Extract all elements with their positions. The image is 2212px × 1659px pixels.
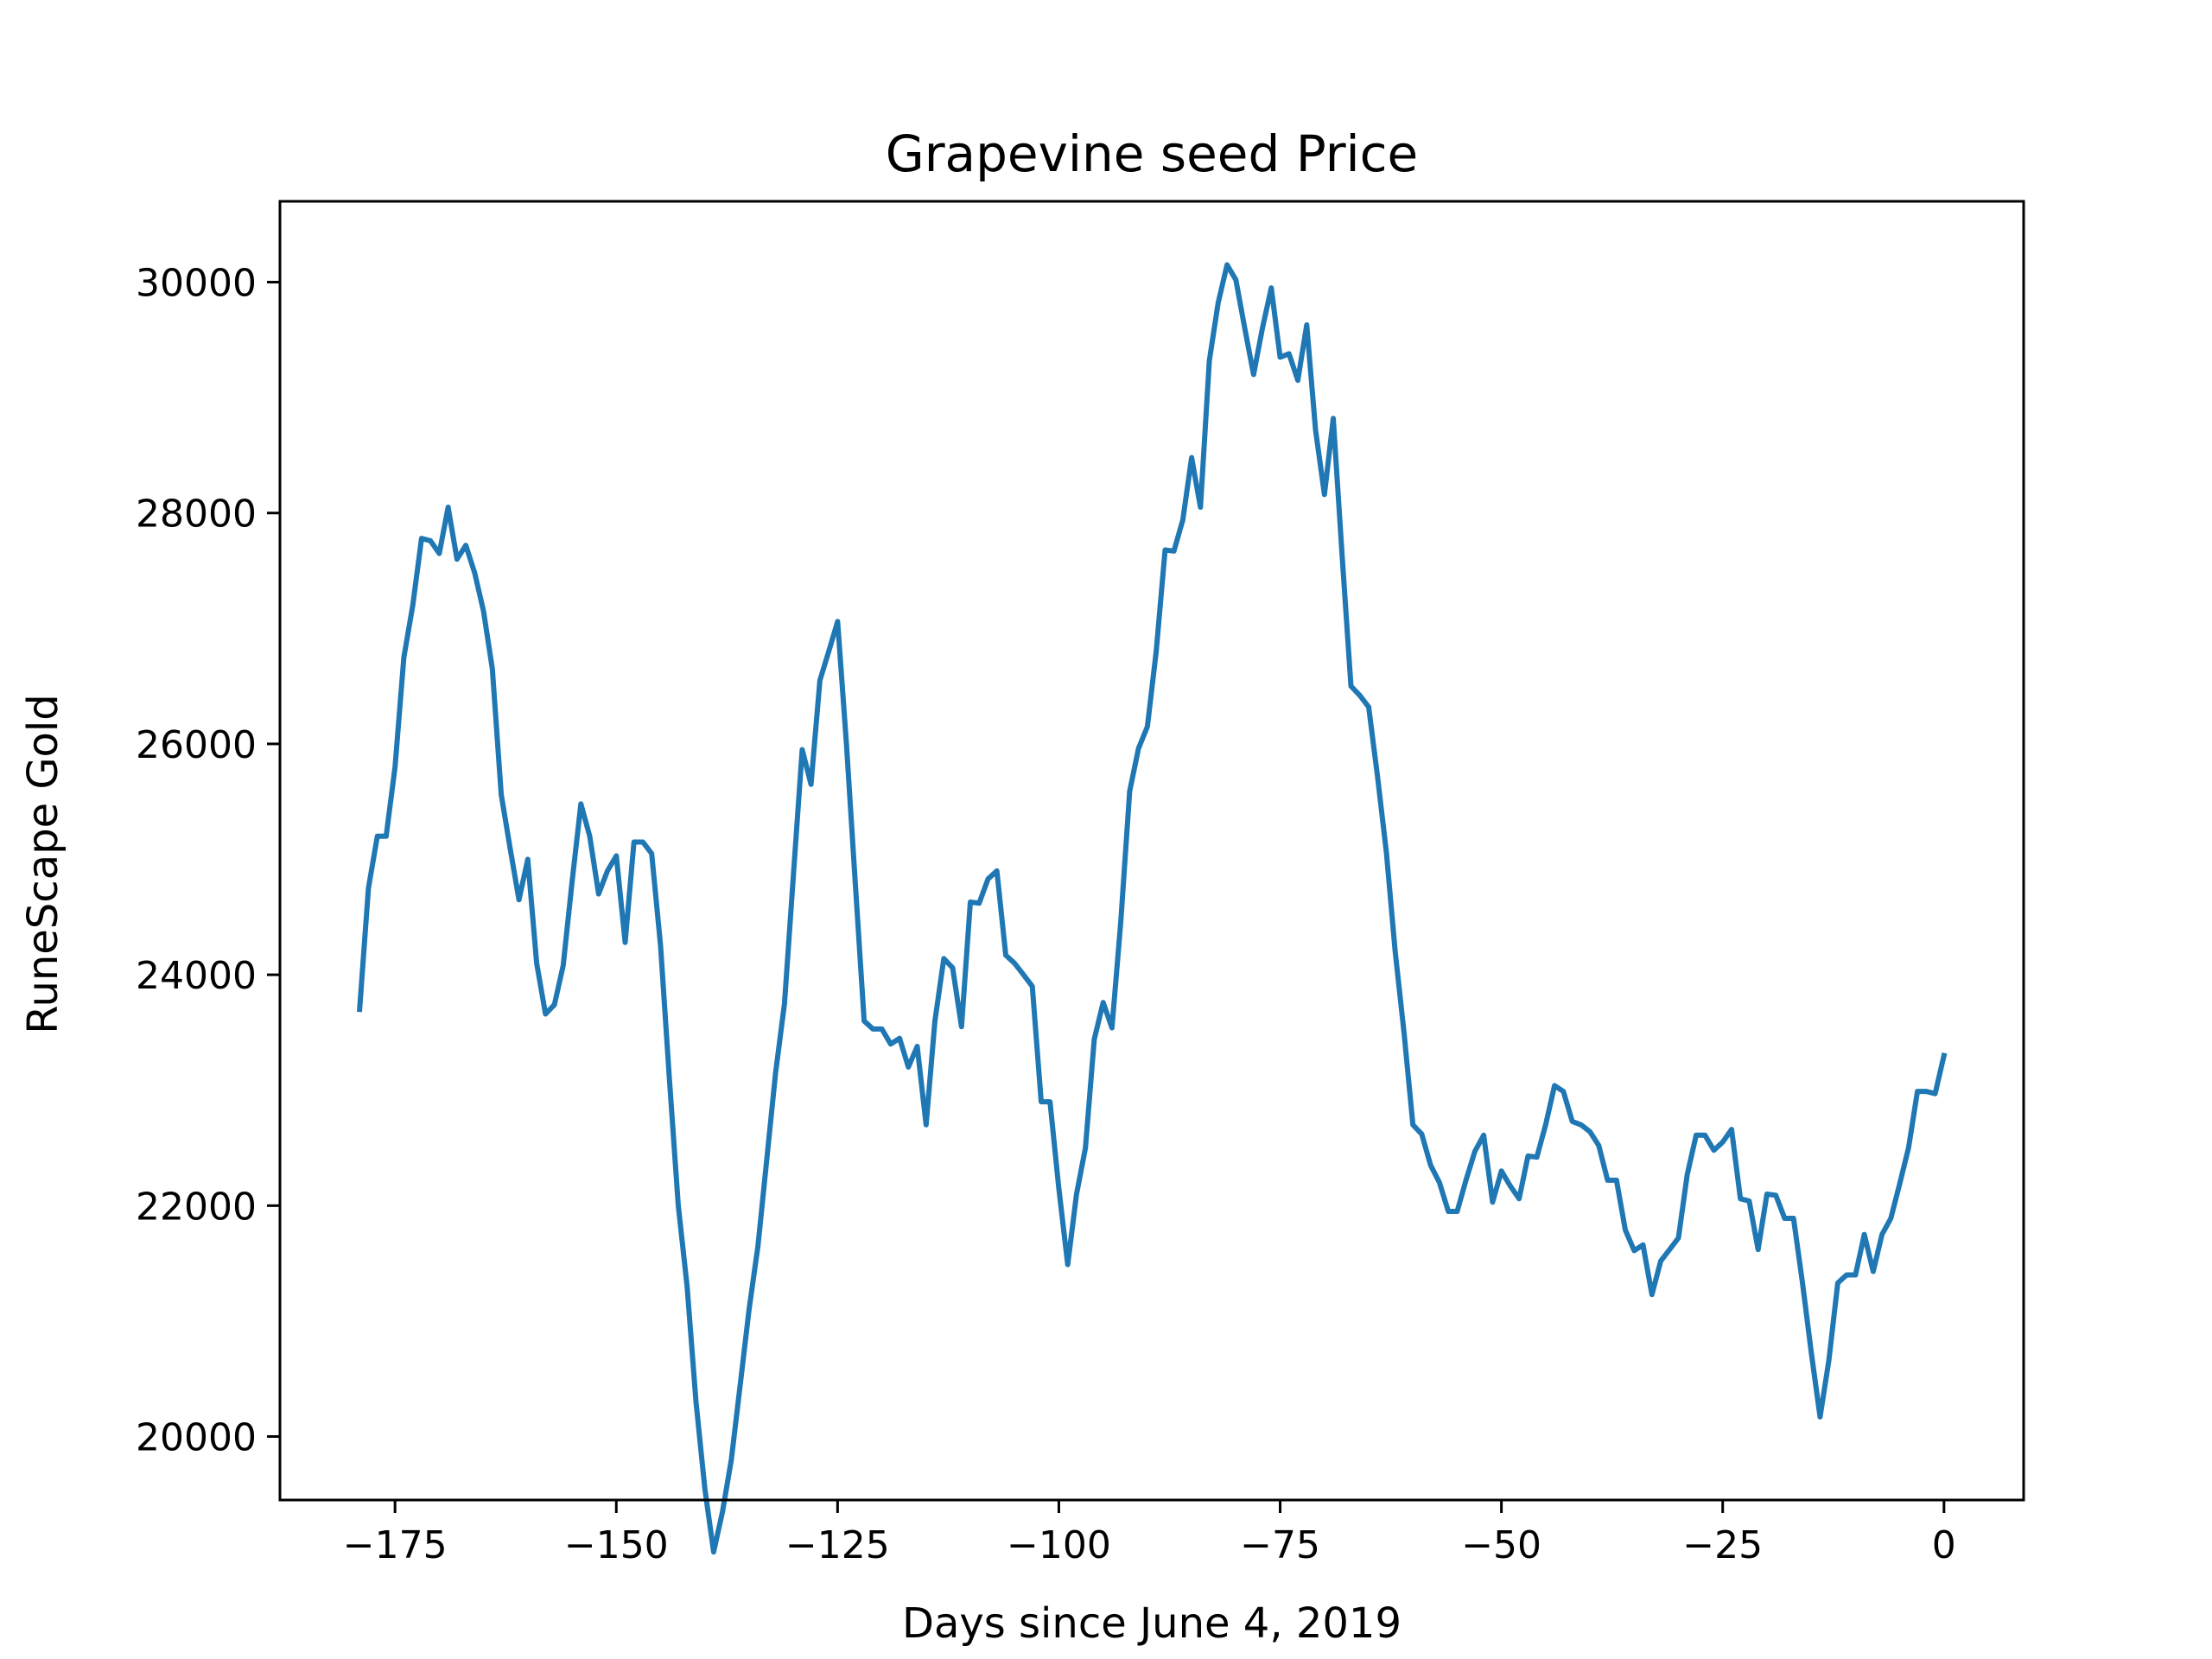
x-tick-label: 0 xyxy=(1932,1523,1956,1567)
x-axis: −175 −150 −125 −100 −75 −50 −25 0 xyxy=(343,1500,1956,1567)
y-axis: 20000 22000 24000 26000 28000 30000 xyxy=(136,262,280,1460)
x-tick-label: −150 xyxy=(564,1523,669,1567)
y-tick-label: 26000 xyxy=(136,723,257,767)
y-tick-label: 22000 xyxy=(136,1185,257,1229)
chart-title: Grapevine seed Price xyxy=(886,124,1418,183)
x-tick-label: −125 xyxy=(785,1523,890,1567)
x-tick-label: −25 xyxy=(1682,1523,1763,1567)
y-tick-label: 30000 xyxy=(136,262,257,306)
x-tick-label: −100 xyxy=(1007,1523,1111,1567)
y-tick-label: 24000 xyxy=(136,954,257,998)
y-axis-title: RuneScape Gold xyxy=(19,694,67,1033)
y-tick-label: 28000 xyxy=(136,493,257,537)
x-tick-label: −75 xyxy=(1240,1523,1320,1567)
x-tick-label: −50 xyxy=(1461,1523,1541,1567)
x-tick-label: −175 xyxy=(343,1523,448,1567)
plot-frame xyxy=(278,200,2025,1502)
x-axis-title: Days since June 4, 2019 xyxy=(902,1599,1402,1648)
series-line-0 xyxy=(356,262,1948,1555)
plot-area xyxy=(278,200,2025,1555)
y-tick-label: 20000 xyxy=(136,1416,257,1460)
